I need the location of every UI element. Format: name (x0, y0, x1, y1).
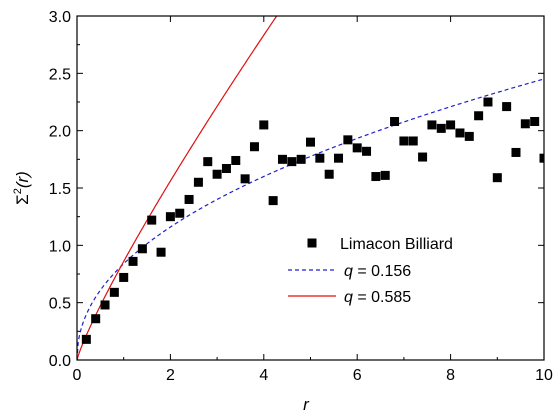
data-point (418, 152, 428, 162)
legend-label-q585-value: = 0.585 (353, 289, 411, 306)
data-point (315, 153, 325, 163)
data-point (193, 177, 203, 187)
curve-q-0156 (77, 78, 544, 360)
y-axis-label-base: Σ (13, 194, 32, 205)
data-point (427, 120, 437, 130)
data-point (119, 272, 129, 282)
data-point (165, 212, 175, 222)
data-point (464, 131, 474, 141)
data-point (296, 154, 306, 164)
data-point (390, 116, 400, 126)
data-point (362, 146, 372, 156)
data-point (408, 136, 418, 146)
legend-label-limacon: Limacon Billiard (340, 236, 453, 253)
y-tick-label: 1.5 (49, 181, 71, 198)
data-point (306, 137, 315, 147)
legend-label-q156-symbol: q (344, 263, 353, 280)
y-tick-label: 0.5 (49, 296, 71, 313)
data-point (249, 142, 259, 152)
x-tick-label: 0 (73, 367, 82, 384)
legend-label-q156: q = 0.156 (344, 263, 411, 280)
data-point (203, 157, 213, 167)
data-point (212, 169, 222, 179)
legend-label-q585: q = 0.585 (344, 289, 411, 306)
markers-layer (81, 97, 544, 344)
x-axis-label: r (303, 395, 310, 414)
x-tick-label: 6 (353, 367, 362, 384)
plot-frame (76, 15, 545, 361)
data-point (81, 334, 91, 344)
legend: Limacon Billiard q = 0.156 q = 0.585 (288, 236, 453, 306)
data-point (511, 147, 521, 157)
y-tick-label: 3.0 (49, 9, 71, 26)
y-tick-label: 2.5 (49, 66, 71, 83)
data-point (371, 172, 381, 182)
data-point (137, 244, 147, 254)
data-point (399, 136, 409, 146)
x-tick-label: 2 (166, 367, 175, 384)
legend-marker-limacon (307, 238, 317, 248)
x-tick-label: 8 (446, 367, 455, 384)
x-tick-label: 10 (535, 367, 553, 384)
data-point (287, 157, 297, 167)
data-point (492, 173, 502, 183)
data-point (530, 116, 540, 126)
y-tick-label: 2.0 (49, 124, 71, 141)
data-point (380, 170, 390, 180)
data-point (446, 120, 456, 130)
data-point (277, 154, 287, 164)
data-point (109, 287, 119, 297)
data-point (91, 314, 101, 324)
data-point (156, 247, 166, 257)
data-point (184, 194, 194, 204)
data-point (436, 123, 446, 133)
data-point (259, 120, 269, 130)
x-axis: 0 2 4 6 8 10 (73, 16, 553, 384)
data-point (100, 300, 110, 310)
y-axis-label-sup: 2 (12, 188, 24, 194)
legend-label-q585-symbol: q (344, 289, 353, 306)
data-point (352, 143, 362, 153)
y-tick-label: 0.0 (49, 353, 71, 370)
data-point (147, 215, 157, 225)
data-point (483, 97, 493, 107)
data-point (334, 153, 344, 163)
y-axis-label: Σ2(r) (12, 171, 32, 205)
data-point (343, 135, 353, 145)
legend-label-q156-value: = 0.156 (353, 263, 411, 280)
data-point (502, 102, 512, 112)
data-point (231, 155, 241, 165)
y-axis: 0.0 0.5 1.0 1.5 2.0 2.5 3.0 (49, 9, 544, 370)
data-point (539, 153, 544, 163)
data-point (474, 111, 484, 121)
curves-layer (77, 16, 544, 360)
curve-q-0585 (77, 16, 278, 360)
data-point (520, 119, 530, 129)
y-axis-label-arg: (r) (13, 171, 32, 188)
data-point (268, 196, 278, 206)
x-tick-label: 4 (259, 367, 268, 384)
data-point (455, 128, 465, 138)
data-point (324, 169, 334, 179)
y-tick-label: 1.0 (49, 238, 71, 255)
data-point (240, 174, 250, 184)
data-point (128, 256, 138, 266)
data-point (175, 208, 185, 218)
data-point (221, 164, 231, 174)
